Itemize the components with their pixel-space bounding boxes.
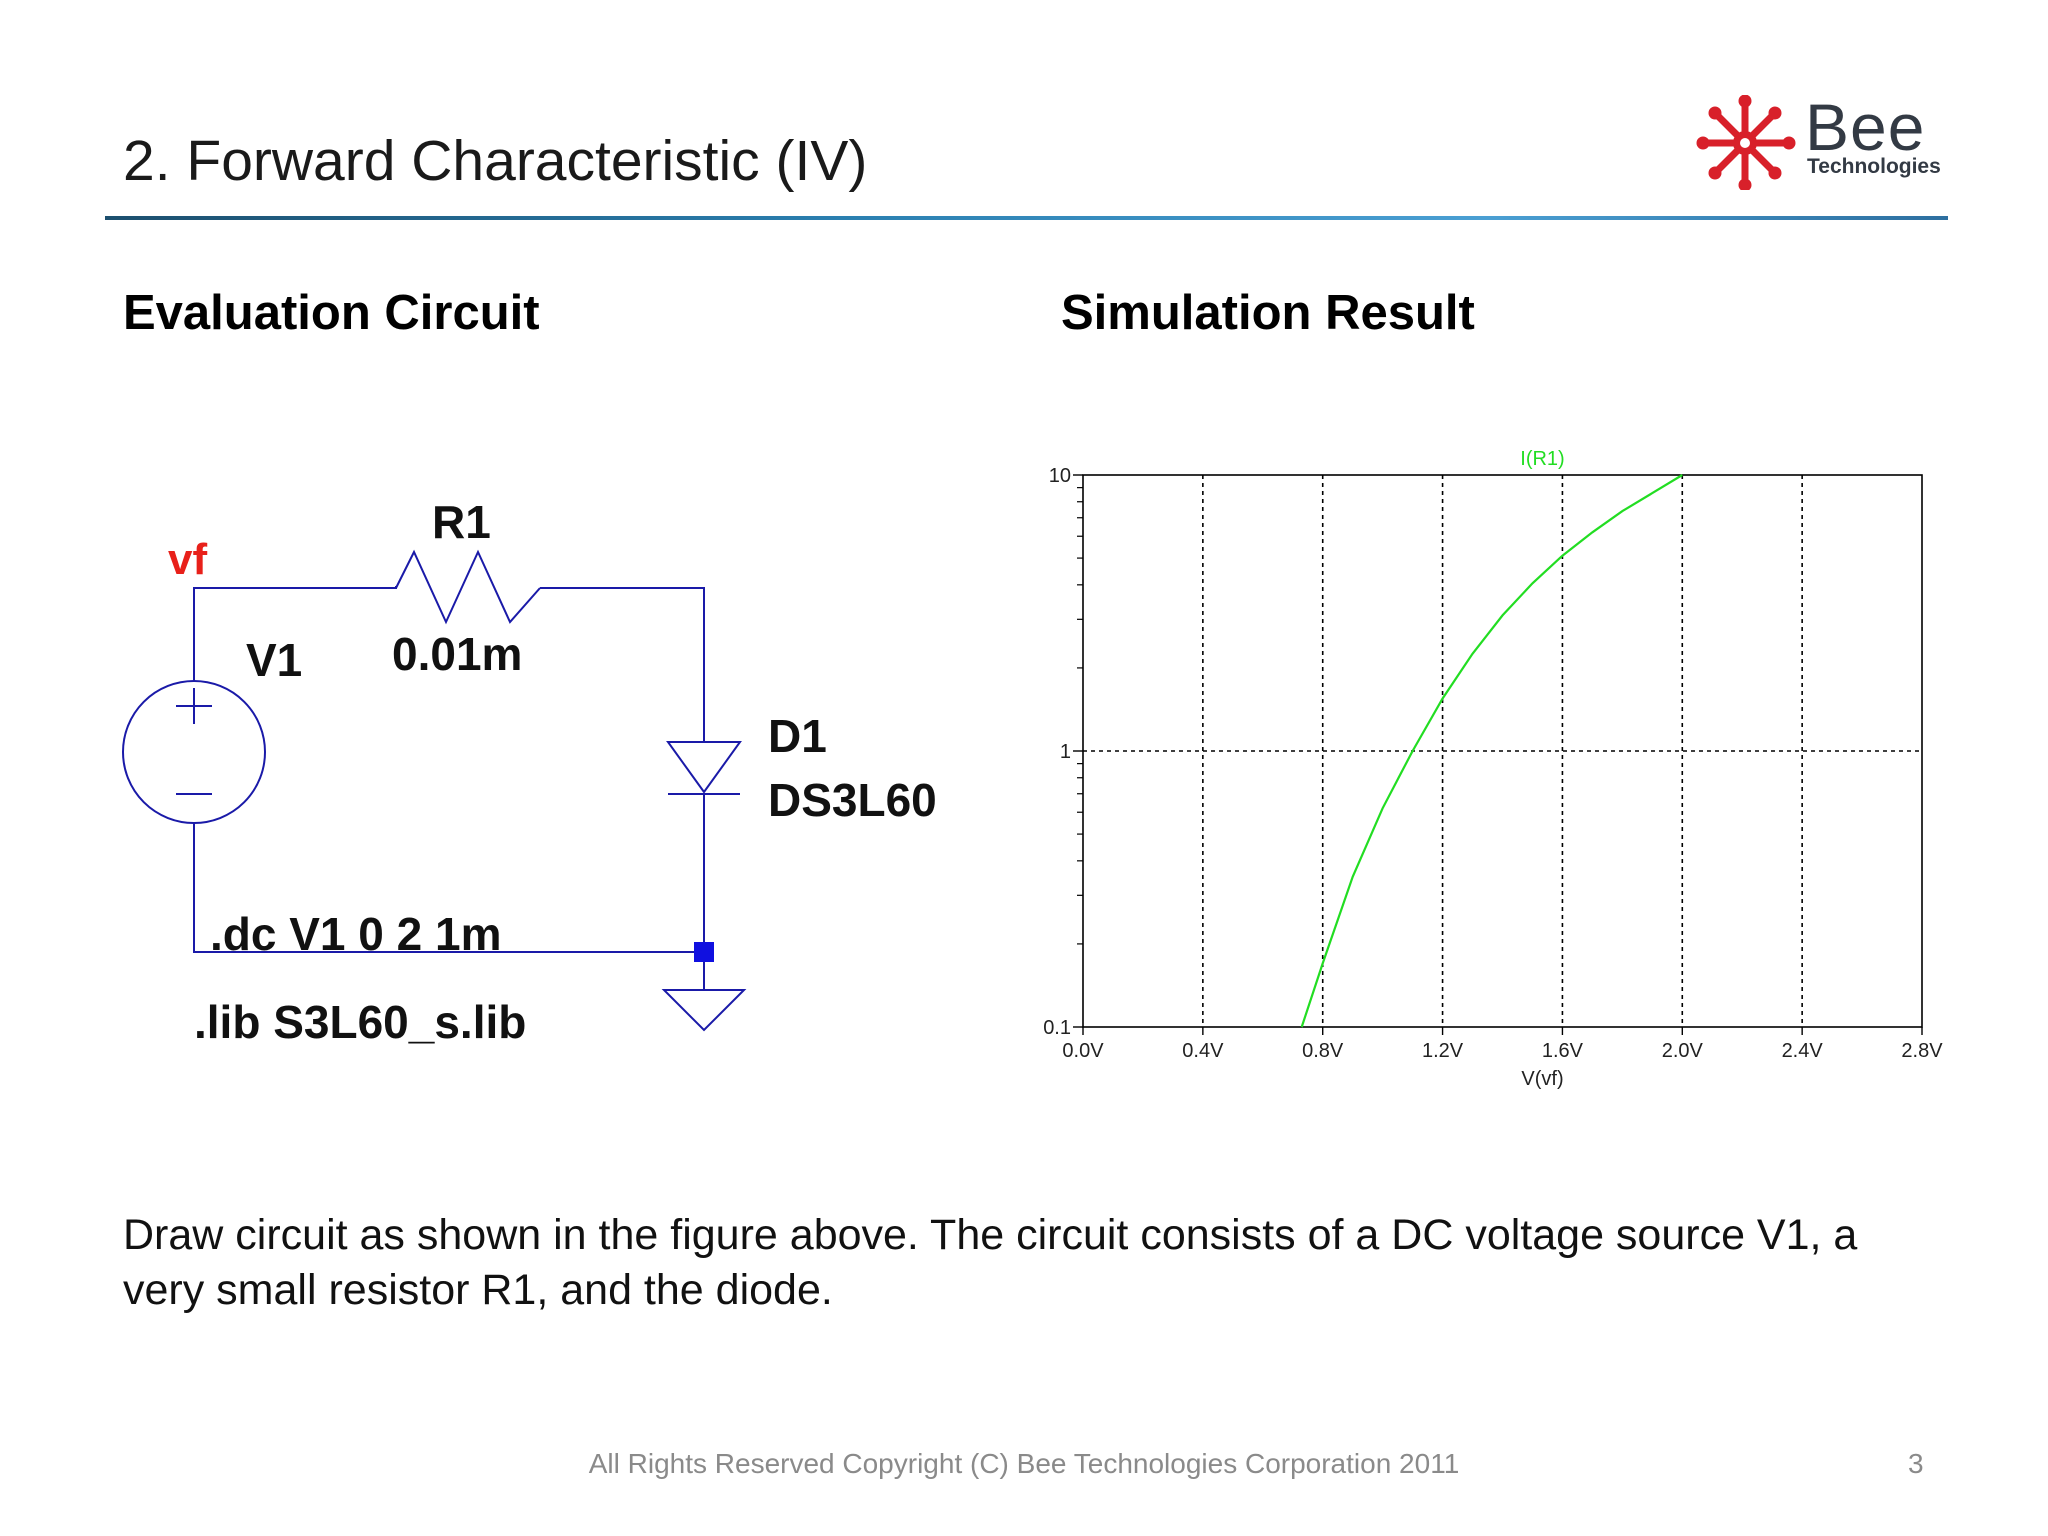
source-name-label: V1: [246, 634, 302, 686]
diode-model-label: DS3L60: [768, 774, 937, 826]
x-axis-label: V(vf): [1521, 1068, 1563, 1090]
wire-bottom: [193, 823, 704, 953]
wire-top-right: [540, 587, 705, 742]
resistor-value-label: 0.01m: [392, 628, 522, 680]
resistor-r1-symbol: [395, 549, 541, 625]
y-tick-label: 10: [1049, 465, 1071, 487]
legend-entry: I(R1): [1520, 448, 1564, 470]
diode-d1-symbol: [666, 741, 742, 794]
node-label-vf: vf: [168, 535, 207, 584]
wire-top-left: [193, 586, 397, 590]
logo-star-icon: [1696, 95, 1796, 190]
evaluation-circuit-schematic: vf R1 0.01m V1 D1 DS3L60 .dc V1 0 2 1m .…: [122, 496, 937, 1048]
x-tick-label: 2.0V: [1662, 1040, 1704, 1062]
series-line-i-r1: [1300, 474, 1683, 1028]
logo-brand-text: Bee: [1805, 90, 1926, 164]
x-tick-label: 0.8V: [1302, 1040, 1344, 1062]
page-number: 3: [1908, 1448, 1924, 1479]
title-divider: [105, 216, 1948, 220]
lib-directive: .lib S3L60_s.lib: [194, 996, 526, 1048]
dc-directive: .dc V1 0 2 1m: [210, 908, 502, 960]
x-tick-label: 2.4V: [1782, 1040, 1824, 1062]
logo-sub-text: Technologies: [1807, 155, 1941, 178]
x-tick-label: 1.2V: [1422, 1040, 1464, 1062]
x-tick-label: 0.4V: [1182, 1040, 1224, 1062]
x-tick-label: 0.0V: [1062, 1040, 1104, 1062]
page-title: 2. Forward Characteristic (IV): [123, 129, 868, 193]
company-logo: Bee Technologies: [1693, 90, 1953, 190]
body-paragraph: Draw circuit as shown in the figure abov…: [123, 1211, 1858, 1314]
evaluation-circuit-heading: Evaluation Circuit: [123, 286, 540, 340]
ground-symbol: [661, 989, 747, 1032]
y-tick-label: 1: [1060, 741, 1071, 763]
diode-name-label: D1: [768, 710, 827, 762]
resistor-name-label: R1: [432, 496, 491, 548]
footer-copyright: All Rights Reserved Copyright (C) Bee Te…: [588, 1448, 1460, 1479]
simulation-result-plot: 0.0V 0.4V 0.8V 1.2V 1.6V 2.0V 2.4V 2.8V 0.1 1 10 I…: [1043, 448, 1943, 1090]
ground-node-marker: [694, 942, 714, 962]
x-tick-label: 2.8V: [1901, 1040, 1943, 1062]
y-tick-label: 0.1: [1043, 1017, 1071, 1039]
x-tick-label: 1.6V: [1542, 1040, 1584, 1062]
simulation-result-heading: Simulation Result: [1061, 286, 1475, 340]
